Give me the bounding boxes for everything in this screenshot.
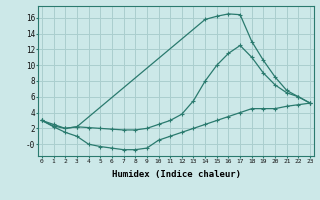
X-axis label: Humidex (Indice chaleur): Humidex (Indice chaleur) bbox=[111, 170, 241, 179]
